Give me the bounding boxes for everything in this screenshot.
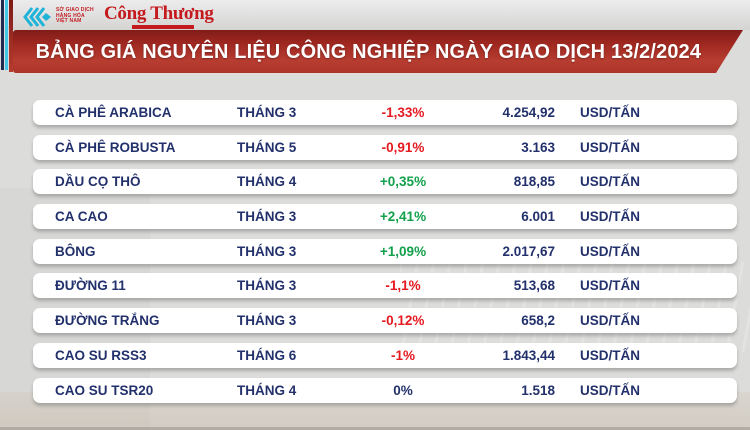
mxv-line-1: SỞ GIAO DỊCH bbox=[56, 7, 94, 13]
price-unit: USD/TẤN bbox=[580, 174, 640, 190]
table-row: DẦU CỌ THÔ THÁNG 4 +0,35% 818,85 USD/TẤN bbox=[33, 169, 737, 195]
price-value: 658,2 bbox=[521, 313, 555, 329]
change-percent: -1,1% bbox=[385, 278, 421, 294]
contract-month: THÁNG 3 bbox=[237, 209, 297, 225]
table-row: CAO SU TSR20 THÁNG 4 0% 1.518 USD/TẤN bbox=[33, 377, 737, 403]
price-table: CÀ PHÊ ARABICA THÁNG 3 -1,33% 4.254,92 U… bbox=[33, 100, 737, 403]
commodity-name: CÀ PHÊ ARABICA bbox=[55, 105, 172, 120]
commodity-name: ĐƯỜNG 11 bbox=[55, 278, 126, 294]
mxv-line-3: VIỆT NAM bbox=[56, 18, 82, 25]
contract-month: THÁNG 3 bbox=[237, 105, 297, 120]
price-value: 1.518 bbox=[521, 382, 555, 398]
change-percent: -1% bbox=[390, 347, 415, 363]
contract-month: THÁNG 4 bbox=[237, 382, 297, 398]
change-percent: +1,09% bbox=[379, 243, 427, 259]
left-stripe-red bbox=[9, 0, 13, 72]
price-value: 818,85 bbox=[513, 174, 555, 190]
change-percent: 0% bbox=[393, 382, 413, 398]
table-row: CA CAO THÁNG 3 +2,41% 6.001 USD/TẤN bbox=[33, 204, 737, 230]
price-unit: USD/TẤN bbox=[580, 105, 640, 120]
price-value: 6.001 bbox=[521, 209, 555, 225]
price-unit: USD/TẤN bbox=[580, 313, 640, 329]
commodity-name: ĐƯỜNG TRẮNG bbox=[55, 313, 160, 329]
mxv-logo-text: SỞ GIAO DỊCH HÀNG HÓA VIỆT NAM bbox=[56, 7, 96, 25]
header-band bbox=[0, 0, 750, 30]
table-row: CÀ PHÊ ROBUSTA THÁNG 5 -0,91% 3.163 USD/… bbox=[33, 134, 737, 160]
price-unit: USD/TẤN bbox=[580, 382, 640, 398]
change-percent: +0,35% bbox=[379, 174, 427, 190]
price-value: 1.843,44 bbox=[502, 347, 555, 363]
price-value: 3.163 bbox=[521, 139, 555, 155]
contract-month: THÁNG 5 bbox=[237, 139, 297, 155]
table-row: CÀ PHÊ ARABICA THÁNG 3 -1,33% 4.254,92 U… bbox=[33, 100, 737, 125]
contract-month: THÁNG 3 bbox=[237, 278, 297, 294]
congthuong-logo: Công Thương bbox=[104, 3, 214, 29]
contract-month: THÁNG 6 bbox=[237, 347, 297, 363]
commodity-name: DẦU CỌ THÔ bbox=[55, 174, 141, 190]
contract-month: THÁNG 4 bbox=[237, 174, 297, 190]
change-percent: -0,91% bbox=[381, 139, 425, 155]
price-value: 2.017,67 bbox=[502, 243, 555, 259]
commodity-name: CAO SU TSR20 bbox=[55, 382, 154, 398]
title-banner: BẢNG GIÁ NGUYÊN LIỆU CÔNG NGHIỆP NGÀY GI… bbox=[13, 30, 743, 73]
table-row: ĐƯỜNG TRẮNG THÁNG 3 -0,12% 658,2 USD/TẤN bbox=[33, 308, 737, 334]
mxv-logo-icon bbox=[23, 7, 51, 27]
mxv-line-2: HÀNG HÓA bbox=[56, 12, 85, 19]
brand-logos: SỞ GIAO DỊCH HÀNG HÓA VIỆT NAM Công Thươ… bbox=[22, 3, 214, 30]
left-stripe-navy bbox=[1, 0, 4, 70]
price-unit: USD/TẤN bbox=[580, 243, 640, 259]
table-row: BÔNG THÁNG 3 +1,09% 2.017,67 USD/TẤN bbox=[33, 238, 737, 264]
price-value: 4.254,92 bbox=[502, 105, 555, 120]
price-unit: USD/TẤN bbox=[580, 139, 640, 155]
price-unit: USD/TẤN bbox=[580, 278, 640, 294]
commodity-name: BÔNG bbox=[55, 243, 96, 259]
table-row: CAO SU RSS3 THÁNG 6 -1% 1.843,44 USD/TẤN bbox=[33, 342, 737, 368]
left-stripe-cyan bbox=[5, 0, 8, 70]
bottom-divider bbox=[0, 427, 750, 430]
price-unit: USD/TẤN bbox=[580, 347, 640, 363]
price-value: 513,68 bbox=[513, 278, 555, 294]
congthuong-underline bbox=[132, 25, 194, 29]
page-title: BẢNG GIÁ NGUYÊN LIỆU CÔNG NGHIỆP NGÀY GI… bbox=[35, 39, 702, 63]
commodity-name: CA CAO bbox=[55, 209, 108, 225]
change-percent: -1,33% bbox=[381, 105, 425, 120]
contract-month: THÁNG 3 bbox=[237, 313, 297, 329]
commodity-name: CAO SU RSS3 bbox=[55, 347, 147, 363]
change-percent: -0,12% bbox=[381, 313, 425, 329]
congthuong-wordmark: Công Thương bbox=[104, 3, 214, 24]
table-row: ĐƯỜNG 11 THÁNG 3 -1,1% 513,68 USD/TẤN bbox=[33, 273, 737, 299]
price-unit: USD/TẤN bbox=[580, 209, 640, 225]
contract-month: THÁNG 3 bbox=[237, 243, 297, 259]
commodity-name: CÀ PHÊ ROBUSTA bbox=[55, 139, 176, 155]
change-percent: +2,41% bbox=[379, 209, 427, 225]
